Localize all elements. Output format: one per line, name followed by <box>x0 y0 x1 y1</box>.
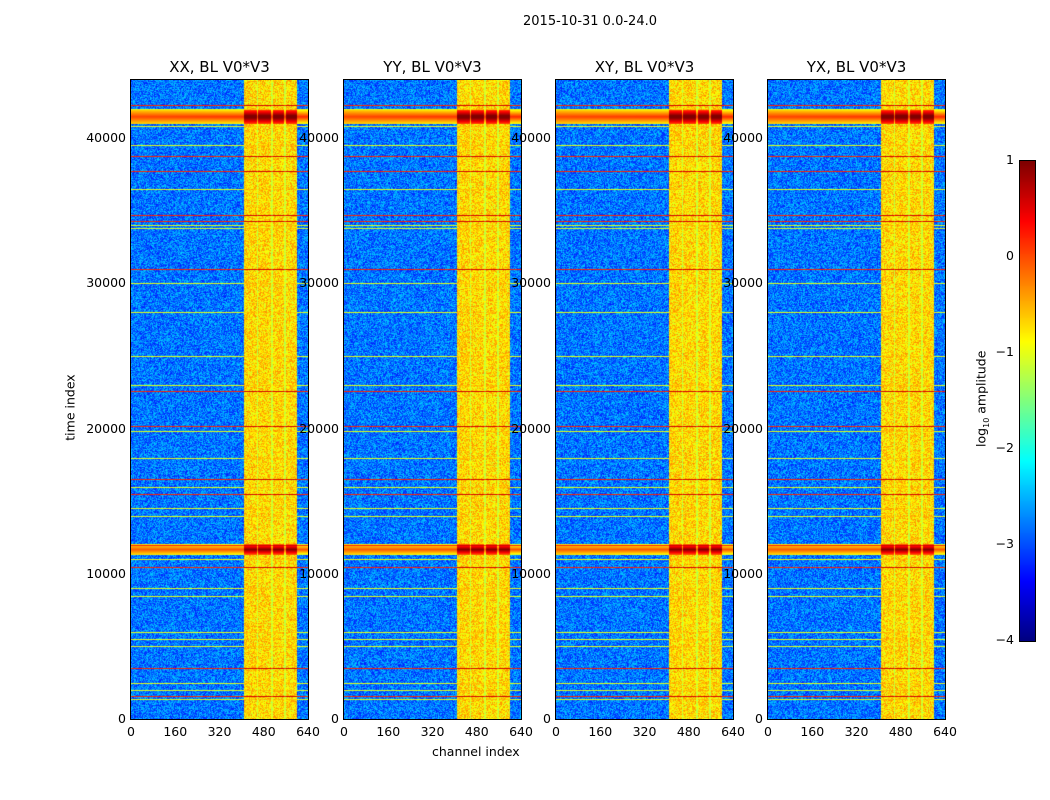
x-tick-label: 160 <box>588 724 613 739</box>
y-tick-label: 40000 <box>511 130 551 146</box>
x-tick-label: 480 <box>464 724 489 739</box>
heatmap-image <box>768 80 945 719</box>
x-axis-label: channel index <box>432 744 520 759</box>
colorbar-label-suffix: amplitude <box>973 350 989 418</box>
x-tick-label: 160 <box>376 724 401 739</box>
y-tick-label: 20000 <box>299 420 339 436</box>
panel-title: YX, BL V0*V3 <box>806 58 907 76</box>
y-tick-label: 10000 <box>511 565 551 581</box>
x-tick-label: 0 <box>764 724 772 739</box>
heatmap-image <box>131 80 308 719</box>
y-tick-label: 20000 <box>723 420 763 436</box>
heatmap-image <box>344 80 521 719</box>
panel-title: YY, BL V0*V3 <box>383 58 482 76</box>
y-tick-label: 40000 <box>86 130 126 146</box>
y-axis-label: time index <box>62 374 78 441</box>
y-tick-label: 10000 <box>299 565 339 581</box>
heatmap-image <box>556 80 733 719</box>
x-tick-label: 640 <box>933 724 957 739</box>
y-tick-label: 40000 <box>723 130 763 146</box>
y-tick-label: 0 <box>331 711 339 726</box>
figure-title: 2015-10-31 0.0-24.0 <box>523 14 657 29</box>
y-tick-label: 10000 <box>723 565 763 581</box>
x-tick-label: 320 <box>632 724 657 739</box>
y-tick-label: 40000 <box>299 130 339 146</box>
x-tick-label: 480 <box>888 724 913 739</box>
x-tick-label: 480 <box>676 724 701 739</box>
heatmap-panel <box>767 79 946 720</box>
colorbar-label-log: log <box>973 427 989 447</box>
heatmap-panel <box>343 79 522 720</box>
x-tick-label: 320 <box>844 724 869 739</box>
colorbar-label: log10 amplitude <box>973 349 991 449</box>
colorbar-tick-label: 1 <box>1006 152 1014 167</box>
x-tick-label: 160 <box>163 724 188 739</box>
colorbar-tick-label: 0 <box>1006 248 1014 263</box>
x-tick-label: 640 <box>296 724 320 739</box>
y-tick-label: 0 <box>543 711 551 726</box>
colorbar-tick-label: −2 <box>995 440 1014 455</box>
x-tick-label: 320 <box>207 724 232 739</box>
y-tick-label: 30000 <box>86 275 126 291</box>
x-tick-label: 640 <box>721 724 745 739</box>
y-tick-label: 30000 <box>511 275 551 291</box>
y-tick-label: 10000 <box>86 565 126 581</box>
colorbar-tick-label: −1 <box>995 344 1014 359</box>
x-tick-label: 480 <box>251 724 276 739</box>
y-tick-label: 0 <box>755 711 763 726</box>
x-tick-label: 160 <box>800 724 825 739</box>
y-tick-label: 20000 <box>86 420 126 436</box>
heatmap-panel <box>555 79 734 720</box>
colorbar <box>1019 160 1036 642</box>
x-tick-label: 640 <box>509 724 533 739</box>
x-tick-label: 0 <box>552 724 560 739</box>
x-tick-label: 320 <box>420 724 445 739</box>
y-tick-label: 0 <box>118 711 126 726</box>
y-tick-label: 30000 <box>723 275 763 291</box>
x-tick-label: 0 <box>127 724 135 739</box>
colorbar-label-sub: 10 <box>981 417 991 428</box>
y-tick-label: 30000 <box>299 275 339 291</box>
panel-title: XY, BL V0*V3 <box>594 58 695 76</box>
colorbar-tick-label: −3 <box>995 536 1014 551</box>
x-tick-label: 0 <box>340 724 348 739</box>
heatmap-panel <box>130 79 309 720</box>
colorbar-tick-label: −4 <box>995 632 1014 647</box>
panel-title: XX, BL V0*V3 <box>169 58 270 76</box>
y-tick-label: 20000 <box>511 420 551 436</box>
